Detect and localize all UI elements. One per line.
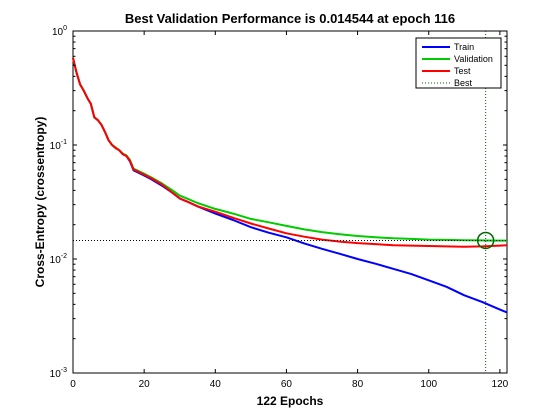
x-tick-label: 100 [420, 379, 437, 390]
x-tick-label: 0 [70, 379, 76, 390]
y-tick-label: 10-1 [50, 139, 67, 152]
x-tick-label: 40 [210, 379, 222, 390]
ticks-layer: 0 20 40 60 80 100 120 10-3 10-2 10-1 100 [50, 25, 509, 390]
x-tick-label: 120 [492, 379, 509, 390]
x-tick-label: 60 [281, 379, 293, 390]
best-point-circle [476, 231, 495, 250]
x-axis-label: 122 Epochs [257, 394, 324, 408]
legend-label-validation: Validation [454, 54, 493, 64]
chart-title: Best Validation Performance is 0.014544 … [125, 11, 455, 26]
y-tick-label: 100 [52, 25, 67, 38]
y-tick-label: 10-3 [50, 367, 67, 380]
series-line-test [72, 57, 508, 248]
y-axis-label: Cross-Entropy (crossentropy) [33, 117, 47, 288]
legend-label-train: Train [454, 42, 474, 52]
legend: Train Validation Test Best [415, 37, 502, 89]
y-tick-label: 10-2 [50, 253, 67, 266]
legend-label-test: Test [454, 66, 471, 76]
series-layer [72, 57, 508, 314]
x-tick-label: 20 [139, 379, 151, 390]
legend-label-best: Best [454, 78, 473, 88]
x-tick-label: 80 [352, 379, 364, 390]
